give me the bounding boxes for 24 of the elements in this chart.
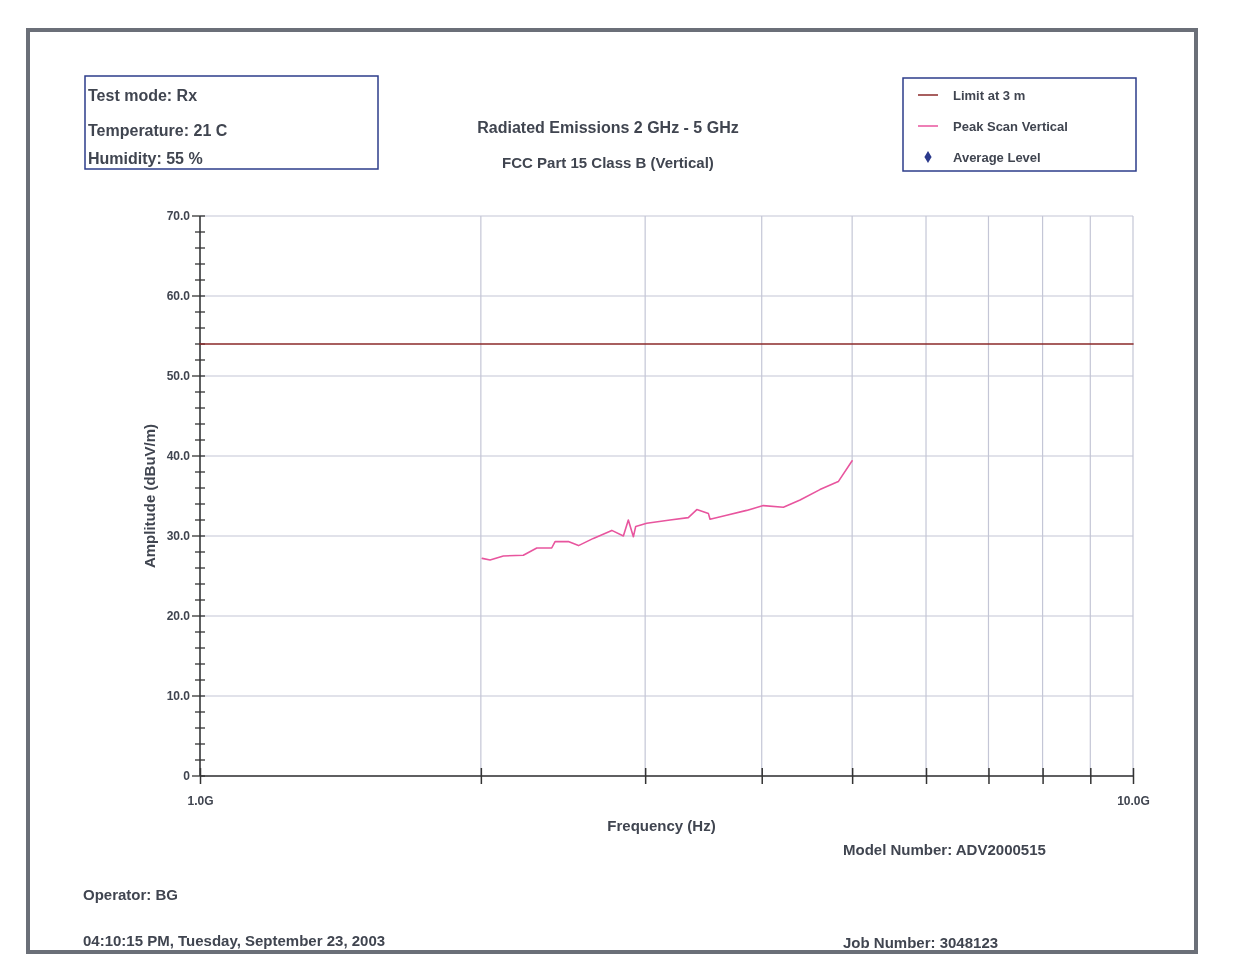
x-tick-label: 1.0G [187, 793, 214, 808]
y-tick-label: 60.0 [166, 289, 191, 303]
text: Test mode: Rx [88, 87, 198, 104]
legend-label: Limit at 3 m [953, 88, 1026, 103]
text: Temperature: 21 C [88, 122, 228, 139]
y-tick-label: 40.0 [166, 449, 191, 463]
y-tick-label: 30.0 [166, 529, 191, 543]
text: Model Number: ADV2000515 [843, 841, 1046, 858]
x-axis-title: Frequency (Hz) [607, 817, 716, 834]
text: Job Number: 3048123 [843, 934, 999, 951]
y-tick-label: 0 [183, 769, 191, 783]
legend-label: Average Level [953, 150, 1041, 165]
y-tick-label: 50.0 [166, 369, 191, 383]
text: Humidity: 55 % [88, 150, 203, 167]
y-axis-title: Amplitude (dBuV/m) [141, 423, 158, 569]
chart-subtitle: FCC Part 15 Class B (Vertical) [502, 154, 714, 171]
y-tick-label: 10.0 [166, 689, 191, 703]
chart-title: Radiated Emissions 2 GHz - 5 GHz [477, 119, 739, 136]
y-tick-label: 70.0 [166, 209, 191, 223]
x-tick-label: 10.0G [1117, 793, 1150, 808]
y-tick-label: 20.0 [166, 609, 191, 623]
text: 04:10:15 PM, Tuesday, September 23, 2003 [83, 932, 386, 949]
legend-label: Peak Scan Vertical [953, 119, 1068, 134]
text: Operator: BG [83, 886, 179, 903]
